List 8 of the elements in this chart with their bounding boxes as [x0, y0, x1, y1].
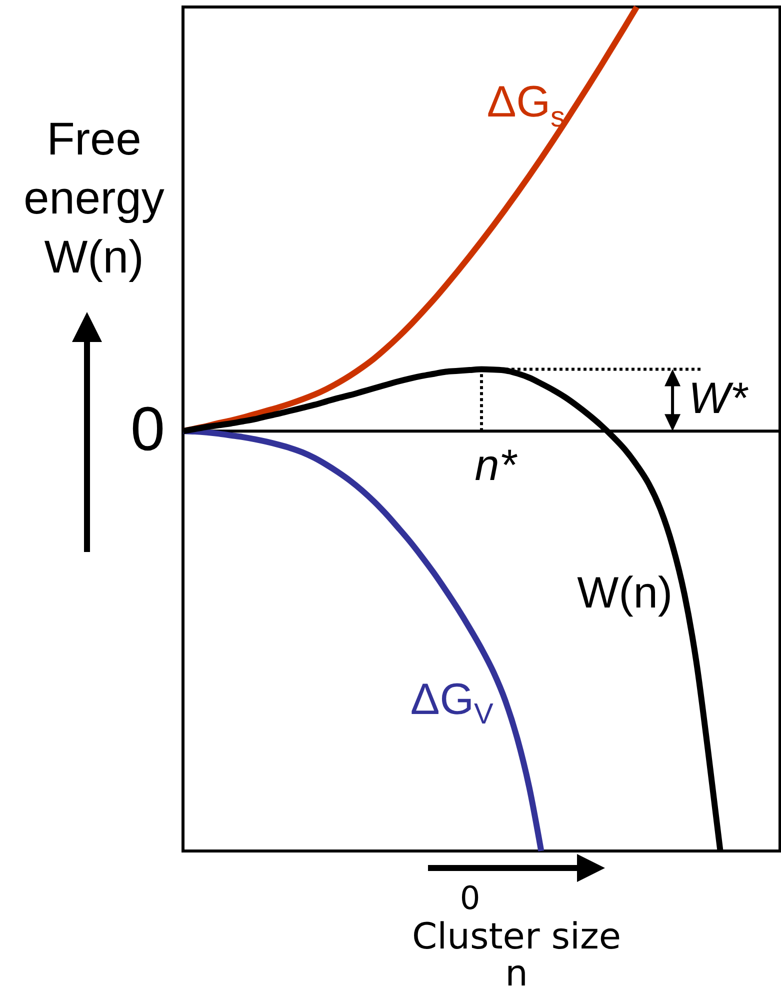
ref-line-label: 0	[130, 395, 165, 464]
series-label: W(n)	[577, 568, 672, 618]
series-label: ΔG$_{V}$	[410, 674, 494, 731]
annotation: W*	[688, 374, 750, 424]
text: 0	[460, 879, 480, 917]
annotation: n*	[474, 441, 518, 490]
x-axis-title: Cluster size n	[412, 916, 622, 994]
y-axis-title: Free energy W(n)	[24, 112, 164, 282]
